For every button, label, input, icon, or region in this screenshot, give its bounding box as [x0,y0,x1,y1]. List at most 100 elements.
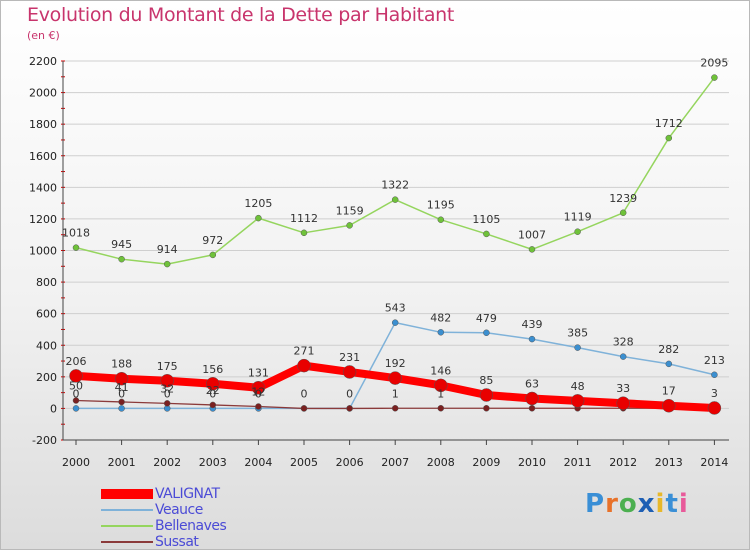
data-label-bellenaves: 1007 [518,228,546,241]
legend-swatch [101,509,153,511]
data-point-sussat [483,405,490,412]
data-label-veauce: 282 [658,343,679,356]
y-tick-label: 0 [50,402,57,415]
data-point-sussat [300,405,308,412]
data-label-sussat: 41 [115,381,129,394]
data-point-veauce [528,335,536,343]
data-point-veauce [665,360,673,368]
series-line-bellenaves [75,76,716,265]
data-point-valignat [570,394,585,408]
data-point-veauce [72,405,80,412]
data-label-veauce-zero: 0 [255,387,262,400]
data-label-sussat: 1 [392,387,399,400]
x-tick-label: 2009 [472,456,500,469]
data-point-valignat [114,371,129,386]
data-point-veauce [574,344,581,351]
y-tick-label: 1200 [29,213,57,226]
x-tick-label: 2010 [518,456,546,469]
data-point-valignat [342,365,357,379]
data-label-valignat: 231 [339,351,360,364]
data-point-bellenaves [437,216,445,223]
data-label-valignat: 146 [430,364,451,377]
data-label-veauce: 213 [704,354,725,367]
x-tick-label: 2004 [244,456,272,469]
data-label-valignat: 188 [111,358,132,371]
data-point-valignat [297,358,311,373]
data-label-sussat: 1 [437,387,444,400]
data-point-sussat [391,405,399,412]
y-tick-label: 200 [36,371,57,384]
y-tick-label: -200 [32,434,57,447]
data-point-valignat [662,398,676,413]
data-point-bellenaves [391,196,399,203]
y-tick-label: 2200 [29,55,57,68]
x-tick-label: 2012 [609,456,637,469]
data-label-valignat: 156 [202,363,223,376]
data-label-bellenaves: 1159 [336,204,364,217]
x-tick-label: 2007 [381,456,409,469]
data-point-valignat [69,369,83,383]
data-point-valignat [160,374,174,388]
x-tick-label: 2005 [290,456,318,469]
data-label-veauce: 479 [476,312,497,325]
data-point-bellenaves [711,74,718,81]
legend-swatch [101,525,153,527]
data-point-bellenaves [163,260,171,268]
x-tick-label: 2013 [655,456,683,469]
data-label-valignat: 48 [571,380,585,393]
data-label-veauce: 385 [567,327,588,340]
logo-letter: i [678,489,689,519]
data-label-bellenaves: 972 [202,234,223,247]
data-point-veauce [391,319,399,326]
y-tick-label: 1400 [29,181,57,194]
legend-swatch [101,489,153,499]
data-label-sussat: 50 [69,380,83,393]
data-point-valignat [616,396,630,410]
data-label-veauce-zero: 0 [73,387,80,400]
logo-letter: o [618,489,638,519]
x-tick-label: 2003 [199,456,227,469]
data-point-veauce [711,371,718,379]
data-label-veauce: 328 [613,336,634,349]
legend-label: VALIGNAT [155,486,220,502]
data-point-bellenaves [346,222,353,229]
x-tick-label: 2000 [62,456,90,469]
data-label-valignat: 192 [385,357,406,370]
x-tick-label: 2011 [564,456,592,469]
logo-letter: x [637,489,656,519]
data-label-bellenaves: 2095 [700,57,728,70]
y-tick-label: 2000 [29,87,57,100]
x-tick-label: 2014 [700,456,728,469]
data-point-bellenaves [619,209,627,217]
data-label-veauce: 482 [430,311,451,324]
data-label-veauce: 543 [385,302,406,315]
logo-letter: t [665,489,679,519]
data-point-valignat [251,380,266,395]
data-point-bellenaves [665,134,673,142]
data-label-valignat: 63 [525,377,539,390]
data-point-veauce [437,329,445,336]
data-label-valignat: 17 [662,385,676,398]
data-label-sussat: 32 [160,382,174,395]
data-point-sussat [346,405,353,412]
data-label-bellenaves: 1205 [244,197,272,210]
legend-swatch [101,541,153,543]
data-point-sussat [118,398,125,406]
data-label-bellenaves: 1712 [655,117,683,130]
x-tick-label: 2008 [427,456,455,469]
data-point-sussat [437,405,445,412]
data-point-veauce [483,329,490,337]
data-label-veauce: 0 [301,387,308,400]
data-label-valignat: 85 [479,374,493,387]
data-point-sussat [209,401,217,409]
data-point-sussat [528,405,536,412]
data-point-bellenaves [209,251,217,259]
data-label-bellenaves: 1018 [62,227,90,240]
y-tick-label: 1000 [29,245,57,258]
data-point-sussat [72,397,80,404]
proxiti-logo: Proxiti [585,489,689,519]
data-label-bellenaves: 1119 [564,211,592,224]
logo-letter: i [655,489,666,519]
data-label-bellenaves: 1112 [290,212,318,225]
